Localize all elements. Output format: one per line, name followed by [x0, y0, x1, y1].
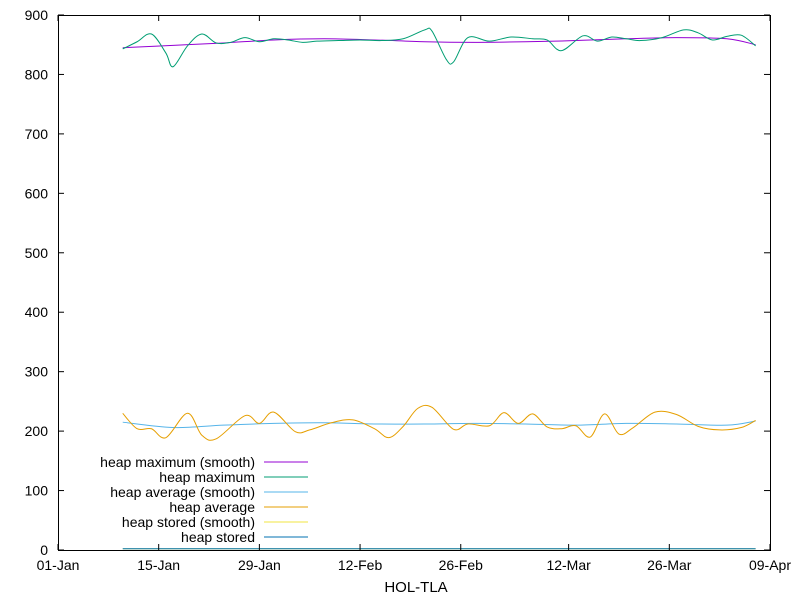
y-tick-label: 400	[25, 304, 49, 320]
x-tick-label: 26-Feb	[439, 557, 484, 573]
legend-label: heap maximum	[159, 469, 255, 485]
x-tick-label: 15-Jan	[137, 557, 180, 573]
x-tick-label: 29-Jan	[238, 557, 281, 573]
legend-label: heap average	[169, 499, 255, 515]
y-tick-label: 800	[25, 66, 49, 82]
y-tick-label: 500	[25, 245, 49, 261]
x-tick-label: 12-Mar	[546, 557, 591, 573]
x-tick-label: 01-Jan	[37, 557, 80, 573]
plot-frame	[58, 15, 771, 551]
x-tick-label: 26-Mar	[647, 557, 692, 573]
y-tick-label: 700	[25, 126, 49, 142]
legend-label: heap average (smooth)	[110, 484, 255, 500]
legend-label: heap stored	[181, 529, 255, 545]
axes-layer: 0 100 200 300 400 500 600 700 800 900 01-Jan 15-Jan…	[25, 7, 792, 573]
legend-label: heap maximum (smooth)	[100, 454, 255, 470]
series-line-2	[122, 27, 756, 68]
y-tick-label: 100	[25, 483, 49, 499]
y-tick-label: 0	[40, 542, 48, 558]
y-tick-label: 200	[25, 423, 49, 439]
legend-label: heap stored (smooth)	[122, 514, 255, 530]
x-tick-label: 12-Feb	[338, 557, 383, 573]
series-line-3	[122, 420, 756, 429]
series-line-4	[122, 404, 756, 441]
y-tick-label: 600	[25, 185, 49, 201]
y-tick-label: 900	[25, 7, 49, 23]
y-tick-label: 300	[25, 364, 49, 380]
x-tick-label: 09-Apr	[749, 557, 791, 573]
series-layer	[122, 27, 756, 550]
x-axis-title: HOL-TLA	[384, 579, 447, 596]
